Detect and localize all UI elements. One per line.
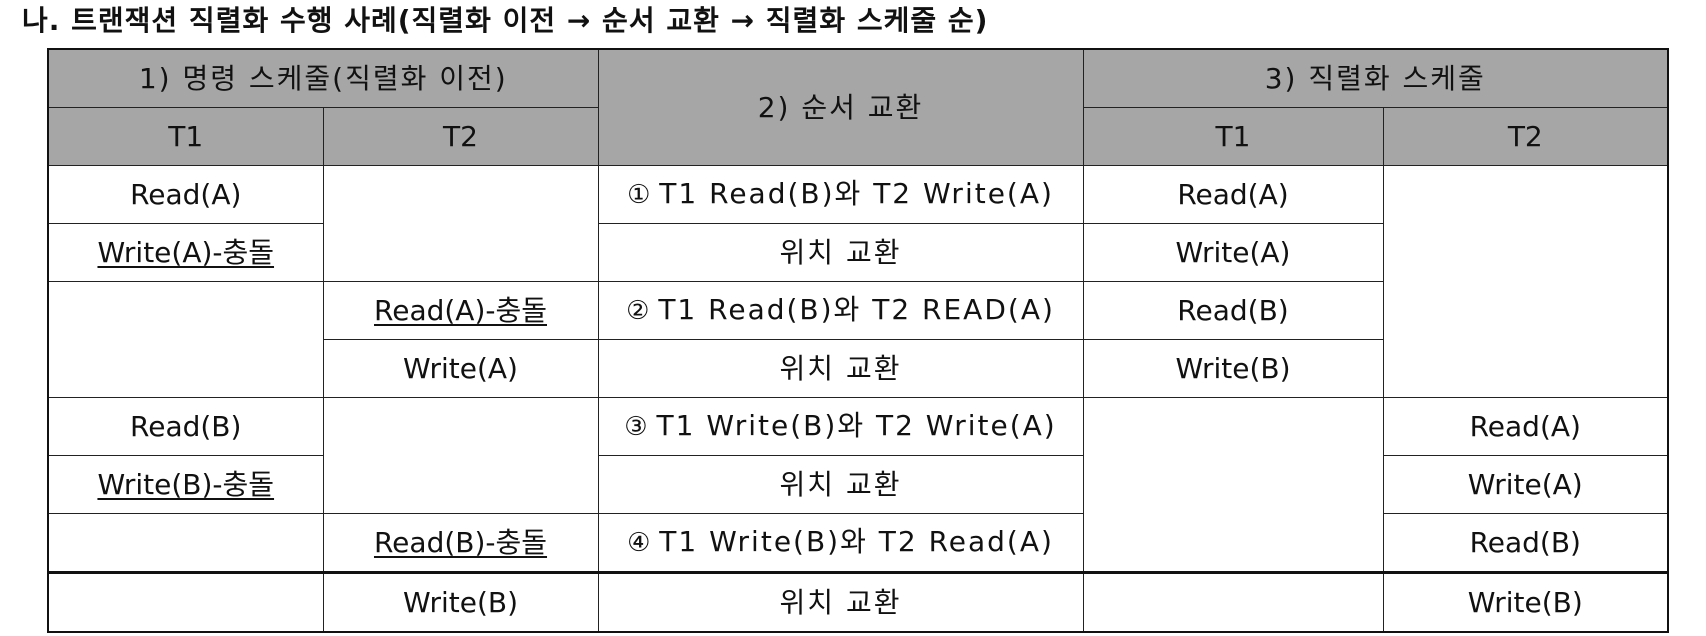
after-t2-empty-cell [1382, 165, 1669, 398]
header-before-t2: T2 [322, 107, 599, 166]
conflict-operation-text: Write(A)-충돌 [97, 235, 275, 269]
before-t2-cell: Write(A) [322, 339, 599, 398]
before-t1-cell: Read(B) [47, 397, 324, 456]
before-t2-cell: Write(B) [322, 571, 599, 633]
before-t2-cell: Read(A)-충돌 [322, 281, 599, 340]
swap-4-line2: 위치 교환 [597, 571, 1084, 633]
conflict-operation-text: Read(B)-충돌 [373, 525, 548, 559]
before-t1-empty-cell [47, 281, 324, 398]
after-t2-cell: Read(A) [1382, 397, 1669, 456]
swap-2-line1: ② T1 Read(B)와 T2 READ(A) [597, 281, 1084, 340]
before-t2-empty-cell [322, 397, 599, 514]
after-t1-empty-cell [1082, 571, 1384, 633]
swap-3-line2: 위치 교환 [597, 455, 1084, 514]
swap-number: ① [627, 180, 651, 210]
table-row: Write(B) 위치 교환 Write(B) [47, 571, 1669, 633]
after-t1-empty-cell [1082, 397, 1384, 573]
table-row: Write(A)-충돌 위치 교환 Write(A) [47, 223, 1668, 282]
operation-text: Write(A) [1467, 467, 1583, 501]
operation-text: Read(B) [1469, 525, 1581, 559]
after-t1-cell: Write(B) [1082, 339, 1384, 398]
before-t1-empty-cell [47, 571, 324, 633]
operation-text: Read(A) [130, 177, 242, 211]
operation-text: Read(B) [1177, 293, 1289, 327]
header-after-t1: T1 [1082, 107, 1384, 166]
table-row: Read(B)-충돌 ④ T1 Write(B)와 T2 Read(A) Rea… [47, 513, 1669, 573]
swap-number: ③ [624, 412, 648, 442]
operation-text: Read(B) [130, 409, 242, 443]
operation-text: Write(B) [1175, 351, 1291, 385]
before-t2-empty-cell [322, 165, 599, 282]
swap-number: ② [626, 296, 650, 326]
header-before-schedule: 1) 명령 스케줄(직렬화 이전) [47, 48, 599, 108]
header-before-t1: T1 [47, 107, 324, 166]
header-row-2: T1 T2 T1 T2 [47, 107, 1669, 166]
after-t2-cell: Read(B) [1382, 513, 1669, 573]
after-t2-cell: Write(A) [1382, 455, 1669, 514]
table-row: Read(B) ③ T1 Write(B)와 T2 Write(A) Read(… [47, 397, 1669, 573]
operation-text: Read(A) [1469, 409, 1581, 443]
operation-text: Write(A) [1175, 235, 1291, 269]
operation-text: Read(A) [1177, 177, 1289, 211]
swap-text: T1 Read(B)와 T2 Write(A) [659, 177, 1054, 210]
swap-text: T1 Read(B)와 T2 READ(A) [658, 293, 1055, 326]
after-t1-cell: Read(B) [1082, 281, 1384, 340]
conflict-operation-text: Write(B)-충돌 [97, 467, 275, 501]
swap-3-line1: ③ T1 Write(B)와 T2 Write(A) [597, 397, 1084, 456]
swap-4-line1: ④ T1 Write(B)와 T2 Read(A) [597, 513, 1084, 573]
after-t2-cell: Write(B) [1382, 571, 1669, 633]
table-row: Read(A) ① T1 Read(B)와 T2 Write(A) Read(A… [47, 165, 1669, 398]
swap-1-line1: ① T1 Read(B)와 T2 Write(A) [597, 165, 1084, 224]
operation-text: Write(A) [403, 351, 518, 385]
after-t1-cell: Write(A) [1082, 223, 1384, 282]
header-after-t2: T2 [1382, 107, 1669, 166]
before-t1-cell: Write(B)-충돌 [47, 455, 324, 514]
before-t2-cell: Read(B)-충돌 [322, 513, 599, 573]
section-title: 나. 트랜잭션 직렬화 수행 사례(직렬화 이전 → 순서 교환 → 직렬화 스… [22, 4, 989, 37]
serialization-table: 1) 명령 스케줄(직렬화 이전) 2) 순서 교환 3) 직렬화 스케줄 T1… [47, 48, 1670, 633]
table-row: Write(A) 위치 교환 Write(B) [48, 339, 1668, 398]
header-order-swap: 2) 순서 교환 [597, 48, 1084, 166]
swap-2-line2: 위치 교환 [597, 339, 1084, 398]
after-t1-cell: Read(A) [1082, 165, 1384, 224]
table-row: Write(B)-충돌 위치 교환 Write(A) [47, 455, 1669, 514]
before-t1-cell: Write(A)-충돌 [47, 223, 324, 282]
swap-1-line2: 위치 교환 [597, 223, 1084, 282]
table-row: Read(A)-충돌 ② T1 Read(B)와 T2 READ(A) Read… [47, 281, 1668, 398]
before-t1-empty-cell [47, 513, 324, 573]
header-row-1: 1) 명령 스케줄(직렬화 이전) 2) 순서 교환 3) 직렬화 스케줄 [47, 48, 1669, 166]
before-t1-cell: Read(A) [47, 165, 324, 224]
swap-text: T1 Write(B)와 T2 Write(A) [656, 409, 1057, 442]
operation-text: Write(B) [403, 585, 518, 619]
operation-text: Write(B) [1467, 585, 1583, 619]
swap-number: ④ [627, 528, 651, 558]
header-serial-schedule: 3) 직렬화 스케줄 [1082, 48, 1669, 108]
swap-text: T1 Write(B)와 T2 Read(A) [659, 525, 1054, 558]
conflict-operation-text: Read(A)-충돌 [374, 293, 547, 327]
